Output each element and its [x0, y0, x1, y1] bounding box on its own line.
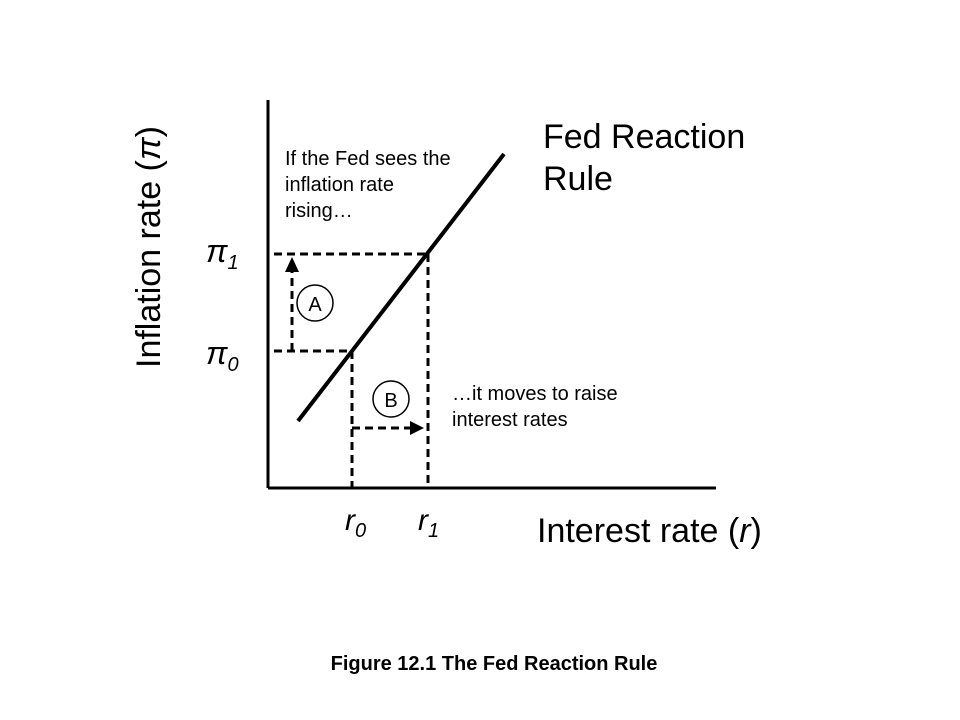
reaction-rule-line: [296, 152, 506, 423]
r0-label: r0: [345, 504, 366, 542]
x-axis-label: Interest rate (r): [537, 512, 762, 550]
pi1-label: π1: [206, 233, 239, 274]
guide-lines: [274, 252, 430, 488]
rule-title: Fed Reaction Rule: [543, 118, 755, 198]
r1-label: r1: [418, 504, 439, 542]
marker-b: B: [372, 380, 410, 418]
pi0-label: π0: [206, 335, 239, 376]
figure-caption: Figure 12.1 The Fed Reaction Rule: [331, 653, 658, 675]
arrow-a-head: [285, 257, 299, 272]
svg-text:B: B: [384, 390, 397, 412]
marker-a: A: [296, 284, 334, 322]
y-axis-label: Inflation rate (π): [130, 126, 168, 368]
note-bottom: …it moves to raise interest rates: [452, 383, 623, 431]
note-top: If the Fed sees the inflation rate risin…: [285, 148, 456, 222]
arrow-b-head: [410, 421, 424, 435]
svg-text:A: A: [308, 294, 322, 316]
